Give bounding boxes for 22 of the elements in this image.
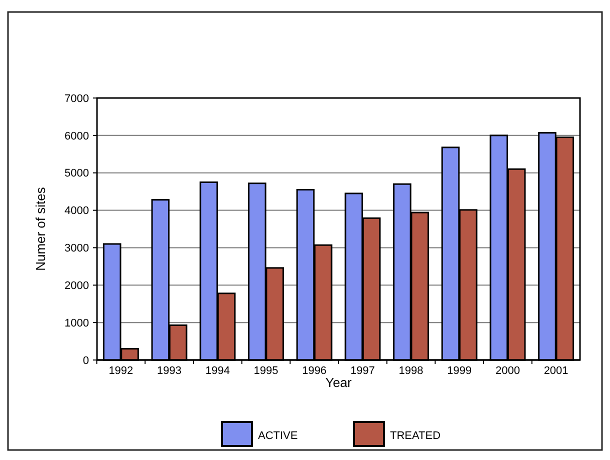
x-tick-label: 1993 (157, 365, 182, 377)
y-axis-title: Numer of sites (33, 186, 48, 271)
y-tick-label: 6000 (64, 130, 89, 142)
legend-label: TREATED (390, 430, 441, 442)
legend-label: ACTIVE (258, 430, 298, 442)
x-tick-label: 1992 (108, 365, 134, 377)
x-tick-label: 1994 (205, 365, 230, 377)
y-tick-label: 1000 (64, 317, 89, 330)
x-tick-label: 1997 (350, 365, 375, 377)
x-tick-label: 2001 (544, 365, 568, 377)
x-tick-label: 1996 (302, 365, 327, 377)
x-tick-label: 2000 (495, 365, 520, 377)
y-tick-label: 0 (82, 354, 89, 367)
y-tick-label: 5000 (64, 168, 89, 180)
y-tick-label: 3000 (64, 242, 89, 255)
y-tick-label: 2000 (64, 280, 89, 292)
x-tick-label: 1995 (254, 365, 278, 377)
x-tick-label: 1999 (447, 365, 472, 377)
x-tick-label: 1998 (398, 365, 424, 377)
y-tick-label: 7000 (64, 92, 89, 105)
y-tick-label: 4000 (64, 205, 89, 218)
x-axis-title: Year (325, 375, 352, 390)
